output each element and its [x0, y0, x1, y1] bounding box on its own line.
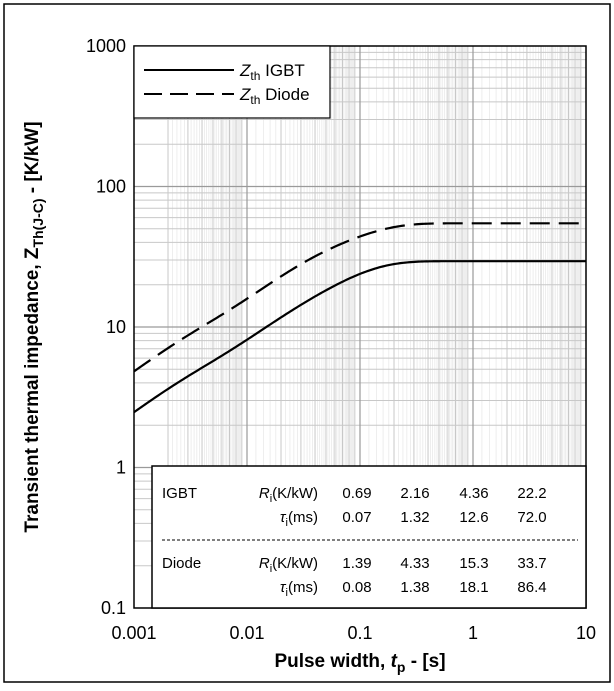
table-r-values-diode: 1.39 4.33 15.3 33.7	[342, 555, 546, 572]
y-axis-label: Transient thermal impedance, ZTh(J-C) - …	[22, 121, 46, 532]
table-cell-r-igbt: 22.2	[517, 485, 546, 502]
x-axis-label: Pulse width, tp - [s]	[274, 651, 445, 675]
parameter-table-box	[151, 465, 587, 609]
table-cell-r-diode: 1.39	[342, 555, 371, 572]
y-tick-labels: 0.1 1 10 100 1000	[86, 36, 126, 618]
table-cell-tau-diode: 0.08	[342, 579, 371, 596]
y-tick-label: 10	[106, 317, 126, 337]
y-tick-label: 1000	[86, 36, 126, 56]
table-cell-tau-igbt: 1.32	[400, 509, 429, 526]
x-tick-label: 1	[468, 623, 478, 643]
table-cell-tau-igbt: 12.6	[459, 509, 488, 526]
table-cell-tau-diode: 18.1	[459, 579, 488, 596]
table-cell-r-igbt: 2.16	[400, 485, 429, 502]
series-line-diode	[133, 222, 586, 373]
table-cell-r-diode: 4.33	[400, 555, 429, 572]
table-cell-r-igbt: 0.69	[342, 485, 371, 502]
table-tau-label-igbt: τi(ms)	[280, 509, 318, 529]
table-cell-tau-igbt: 72.0	[517, 509, 546, 526]
legend-label-igbt: Zth IGBT	[239, 61, 305, 83]
y-tick-label: 1	[116, 458, 126, 478]
curves	[133, 222, 586, 414]
legend-box	[133, 45, 331, 119]
legend: Zth IGBT Zth Diode	[133, 45, 331, 119]
table-cell-r-igbt: 4.36	[459, 485, 488, 502]
parameter-table: IGBT Ri(K/kW) τi(ms) 0.69 2.16 4.36 22.2 0.…	[151, 465, 587, 609]
x-tick-label: 0.1	[347, 623, 372, 643]
table-tau-values-igbt: 0.07 1.32 12.6 72.0	[342, 509, 546, 526]
x-tick-labels: 0.001 0.01 0.1 1 10	[111, 623, 596, 643]
series-line-igbt	[133, 260, 586, 414]
table-cell-tau-igbt: 0.07	[342, 509, 371, 526]
table-cell-tau-diode: 1.38	[400, 579, 429, 596]
table-tau-values-diode: 0.08 1.38 18.1 86.4	[342, 579, 546, 596]
table-r-label-diode: Ri(K/kW)	[259, 555, 318, 575]
x-tick-label: 10	[576, 623, 596, 643]
table-device-igbt: IGBT	[162, 485, 197, 502]
table-cell-tau-diode: 86.4	[517, 579, 546, 596]
legend-label-diode: Zth Diode	[239, 85, 310, 107]
x-tick-label: 0.01	[229, 623, 264, 643]
table-r-label-igbt: Ri(K/kW)	[259, 485, 318, 505]
y-tick-label: 100	[96, 177, 126, 197]
table-r-values-igbt: 0.69 2.16 4.36 22.2	[342, 485, 546, 502]
table-cell-r-diode: 33.7	[517, 555, 546, 572]
x-tick-label: 0.001	[111, 623, 156, 643]
table-cell-r-diode: 15.3	[459, 555, 488, 572]
table-tau-label-diode: τi(ms)	[280, 579, 318, 599]
table-device-diode: Diode	[162, 555, 201, 572]
y-tick-label: 0.1	[101, 598, 126, 618]
